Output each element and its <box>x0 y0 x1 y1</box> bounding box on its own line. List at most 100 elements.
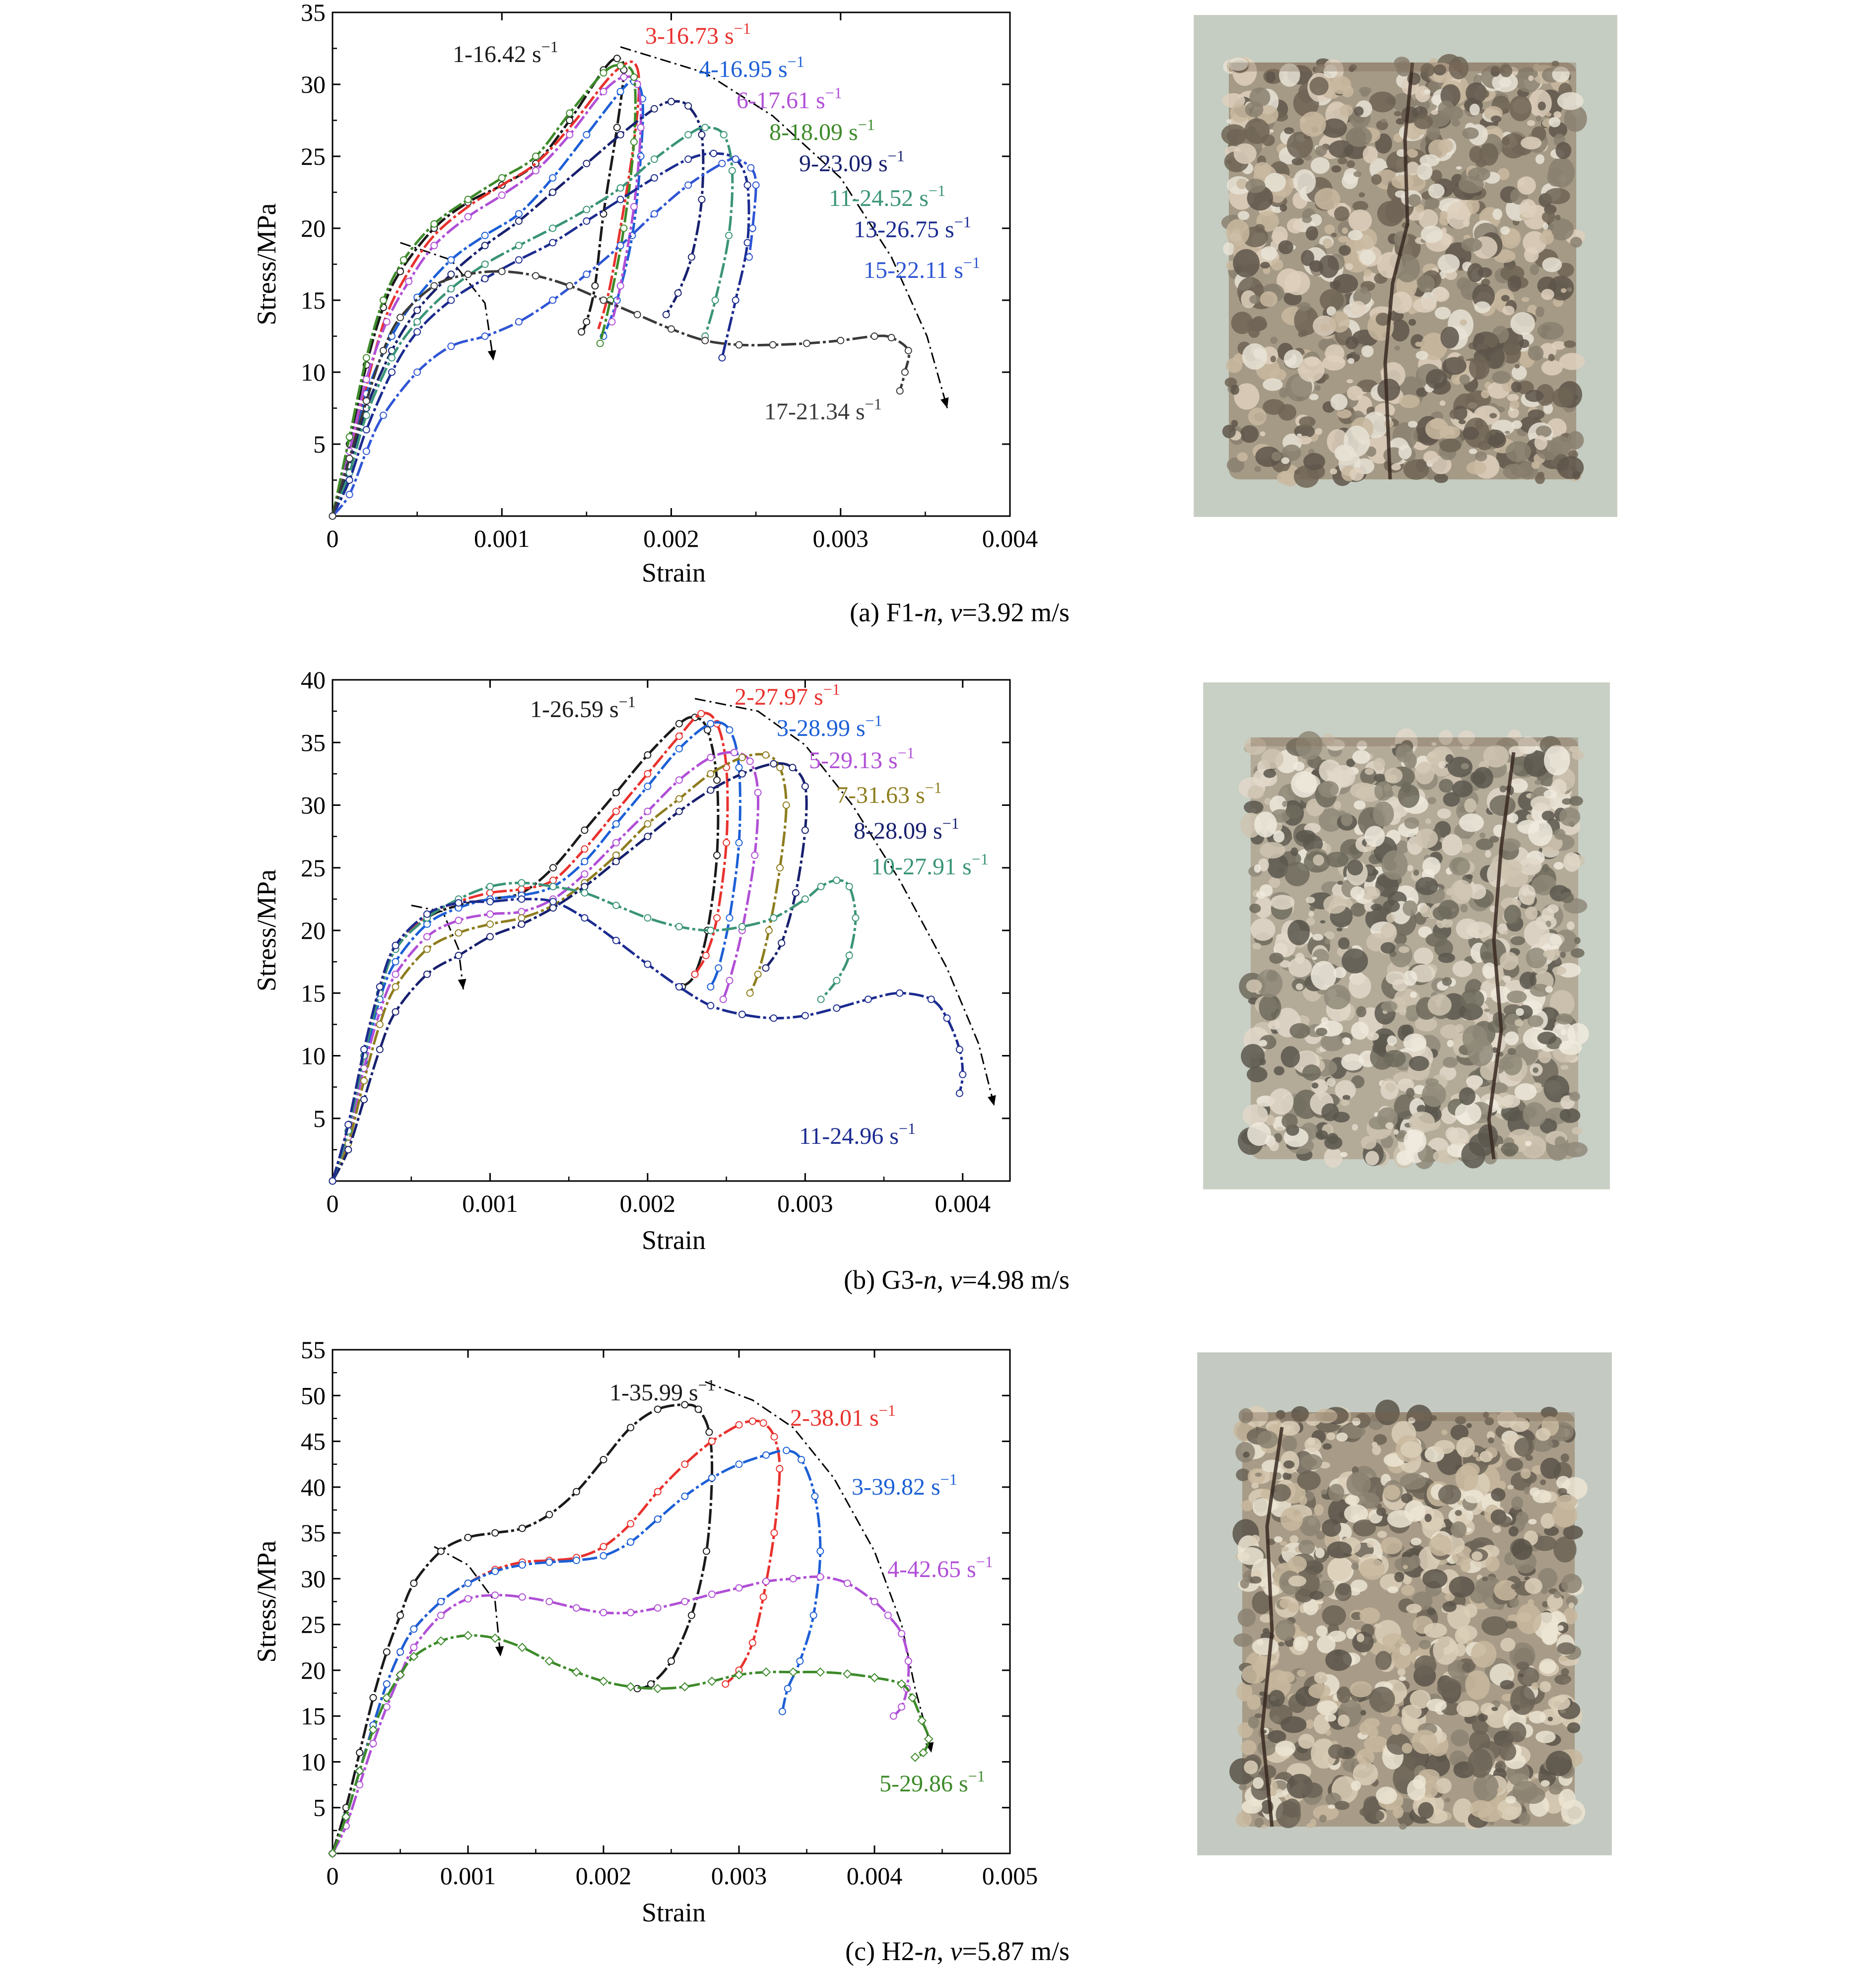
grain <box>1421 1082 1446 1107</box>
data-point <box>644 751 652 759</box>
grain <box>1383 900 1400 913</box>
grain <box>1238 1408 1254 1424</box>
grain <box>1324 938 1331 944</box>
y-tick-label: 5 <box>313 430 326 458</box>
data-point <box>707 770 715 778</box>
grain <box>1511 420 1523 429</box>
data-point <box>654 1405 662 1413</box>
grain <box>1328 1484 1344 1502</box>
series-label: 9-23.09 s−1 <box>799 147 905 177</box>
grain <box>1351 1563 1359 1570</box>
grain <box>1321 1489 1328 1495</box>
data-point <box>549 883 557 891</box>
data-point <box>845 883 853 891</box>
data-point <box>943 1014 951 1022</box>
data-point <box>600 1543 607 1551</box>
data-point <box>770 760 778 768</box>
grain <box>1402 1743 1412 1754</box>
data-point <box>481 275 489 282</box>
x-tick-label: 0.001 <box>440 1862 496 1890</box>
grain <box>1316 1028 1328 1036</box>
data-point <box>362 426 370 434</box>
grain <box>1261 748 1284 769</box>
grain <box>1404 817 1419 829</box>
grain <box>1557 456 1584 479</box>
grain <box>1252 1498 1271 1516</box>
series-label: 8-28.09 s−1 <box>854 814 959 844</box>
grain <box>1236 1468 1251 1481</box>
grain <box>1563 1525 1583 1540</box>
data-point <box>612 857 620 865</box>
data-point <box>362 397 370 405</box>
grain <box>1447 1040 1454 1048</box>
data-point <box>481 232 489 239</box>
grain <box>1328 1804 1336 1809</box>
grain <box>1466 198 1480 214</box>
grain <box>1399 1823 1407 1830</box>
data-point <box>743 181 751 189</box>
data-point <box>549 904 557 912</box>
grain <box>1507 275 1522 292</box>
grain <box>1381 850 1408 880</box>
grain <box>1394 1129 1399 1135</box>
data-point <box>889 1712 897 1720</box>
grain <box>1508 1614 1519 1622</box>
grain <box>1369 91 1396 113</box>
grain <box>1305 897 1315 904</box>
grain <box>1325 1713 1337 1722</box>
grain <box>1499 64 1513 77</box>
series-label: 10-27.91 s−1 <box>871 850 989 880</box>
grain <box>1360 1710 1366 1716</box>
data-point <box>413 306 421 314</box>
grain <box>1468 402 1478 409</box>
grain <box>1309 906 1316 911</box>
grain <box>1451 1729 1470 1747</box>
grain <box>1403 970 1417 986</box>
grain <box>1542 864 1549 872</box>
grain <box>1438 900 1460 920</box>
data-point <box>379 296 387 304</box>
specimen-top-edge <box>1229 63 1576 71</box>
data-point <box>464 1595 472 1603</box>
grain <box>1473 1773 1499 1802</box>
grain <box>1250 918 1275 941</box>
grain <box>1566 1595 1578 1607</box>
grain <box>1504 905 1521 925</box>
grain <box>1334 1800 1350 1810</box>
grain <box>1436 1533 1443 1538</box>
data-point <box>662 311 670 319</box>
grain <box>1434 473 1448 483</box>
series-line <box>331 721 741 1182</box>
grain <box>1353 800 1366 810</box>
grain <box>1502 306 1515 316</box>
grain <box>1566 921 1575 930</box>
grain <box>1269 952 1284 964</box>
grain <box>1328 1744 1344 1759</box>
data-point <box>901 368 909 376</box>
x-tick-label: 0.002 <box>576 1862 632 1890</box>
data-point <box>681 1492 689 1500</box>
grain <box>1269 368 1287 382</box>
data-point <box>713 776 721 784</box>
grain <box>1241 290 1257 308</box>
x-tick-label: 0.003 <box>777 1189 833 1217</box>
grain <box>1293 1636 1309 1651</box>
grain <box>1417 274 1435 293</box>
grain <box>1248 407 1267 426</box>
grain <box>1501 295 1510 302</box>
series-line <box>331 1419 781 1854</box>
grain <box>1282 800 1288 807</box>
data-point <box>708 1438 716 1446</box>
grain <box>1469 356 1490 380</box>
grain <box>1329 140 1354 158</box>
grain <box>1333 770 1352 787</box>
grain <box>1272 226 1288 245</box>
data-point <box>746 989 754 997</box>
grain <box>1273 1066 1285 1076</box>
grain <box>1545 1751 1572 1777</box>
grain <box>1298 331 1305 337</box>
grain <box>1555 214 1561 221</box>
data-point <box>616 282 624 290</box>
data-point <box>455 929 463 937</box>
grain <box>1434 307 1451 320</box>
